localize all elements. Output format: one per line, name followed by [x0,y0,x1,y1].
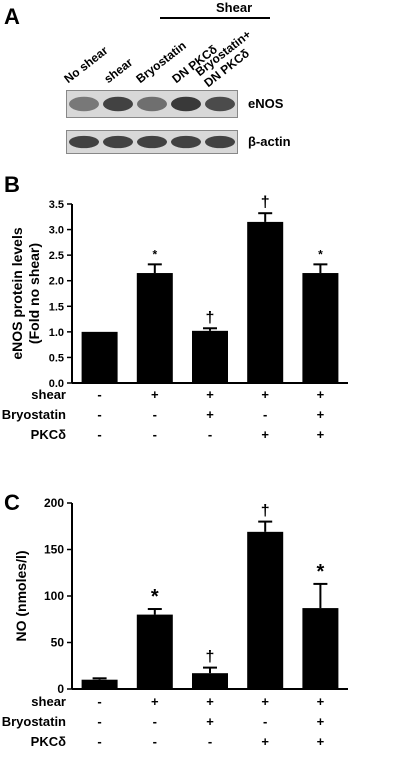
condition-mark: - [153,714,157,729]
condition-mark: + [206,714,214,729]
condition-mark: - [263,714,267,729]
blot-band [103,135,133,149]
y-tick-label: 200 [44,496,64,510]
enos-blot-label: eNOS [248,96,284,111]
y-tick-label: 0 [57,682,64,696]
bar [136,273,173,383]
blot-band [171,135,201,149]
chart-c: 0 50 100 150 200 NO (nmoles/l) * † † * shear - + + + + B… [2,496,348,749]
y-tick-label: 3.5 [49,199,64,211]
significance-mark: † [261,503,270,520]
condition-mark: + [317,714,325,729]
condition-mark: - [263,407,267,422]
blot-band [69,96,99,112]
condition-row-label: Bryostatin [2,407,66,422]
panel-b-label: B [4,172,20,197]
y-tick-label: 0.5 [49,352,64,364]
lane-label: shear [101,55,136,86]
shear-group-label: Shear [216,0,253,15]
condition-row-label: PKCδ [31,427,66,442]
y-tick-label: 100 [44,589,64,603]
blot-band [69,135,99,149]
significance-mark: † [206,649,215,666]
shear-group-line [160,17,270,19]
bar [192,330,228,383]
lane-label: No shear [61,43,111,86]
blot-band [205,135,235,149]
bar [247,221,284,383]
condition-mark: + [206,387,214,402]
condition-mark: + [261,427,269,442]
y-tick-label: 0.0 [49,378,64,390]
y-axis-label: eNOS protein levels [9,227,25,359]
significance-mark: * [152,247,157,261]
actin-blot [66,130,238,154]
actin-blot-label: β-actin [248,134,291,149]
condition-mark: + [317,734,325,749]
y-tick-label: 1.5 [49,301,64,313]
condition-mark: + [151,694,159,709]
condition-mark: + [206,694,214,709]
condition-mark: - [97,407,101,422]
condition-mark: + [151,387,159,402]
y-tick-label: 50 [51,636,65,650]
enos-blot [66,90,238,118]
condition-row-label: shear [31,387,66,402]
condition-mark: - [153,734,157,749]
y-axis-label: (Fold no shear) [26,243,42,344]
condition-mark: - [97,427,101,442]
condition-mark: + [261,734,269,749]
condition-mark: - [153,427,157,442]
condition-mark: + [206,407,214,422]
y-tick-label: 2.0 [49,276,64,288]
bar [81,679,118,689]
significance-mark: * [317,561,325,583]
bar [302,273,339,383]
condition-mark: - [97,387,101,402]
condition-row-label: shear [31,694,66,709]
bar [247,531,284,689]
y-axis-label: NO (nmoles/l) [13,550,29,641]
bar [302,608,339,689]
condition-mark: + [261,387,269,402]
condition-mark: + [317,427,325,442]
condition-mark: + [317,407,325,422]
bar [81,331,118,383]
bar [192,673,228,689]
condition-row-label: PKCδ [31,734,66,749]
blot-band [205,96,235,112]
y-tick-label: 1.0 [49,327,64,339]
condition-mark: + [317,694,325,709]
chart-b: 0.0 0.5 1.0 1.5 2.0 2.5 3.0 3.5 eNOS protein lev… [2,194,348,442]
y-tick-label: 150 [44,543,64,557]
significance-mark: † [206,309,215,326]
panel-a-label: A [4,4,20,29]
y-tick-label: 3.0 [49,225,64,237]
condition-mark: - [153,407,157,422]
lane-label: Bryostatin+ DN PKCδ [192,27,254,90]
condition-mark: - [97,714,101,729]
condition-mark: + [261,694,269,709]
blot-band [103,96,133,112]
condition-mark: - [97,694,101,709]
blot-band [137,135,167,149]
condition-mark: - [208,734,212,749]
significance-mark: * [318,247,323,261]
significance-mark: † [261,194,270,211]
y-tick-label: 2.5 [49,250,64,262]
significance-mark: * [151,586,159,608]
condition-mark: - [97,734,101,749]
condition-row-label: Bryostatin [2,714,66,729]
panel-c-label: C [4,490,20,515]
bar [136,614,173,689]
blot-band [171,96,201,112]
blot-band [137,96,167,112]
condition-mark: + [317,387,325,402]
condition-mark: - [208,427,212,442]
